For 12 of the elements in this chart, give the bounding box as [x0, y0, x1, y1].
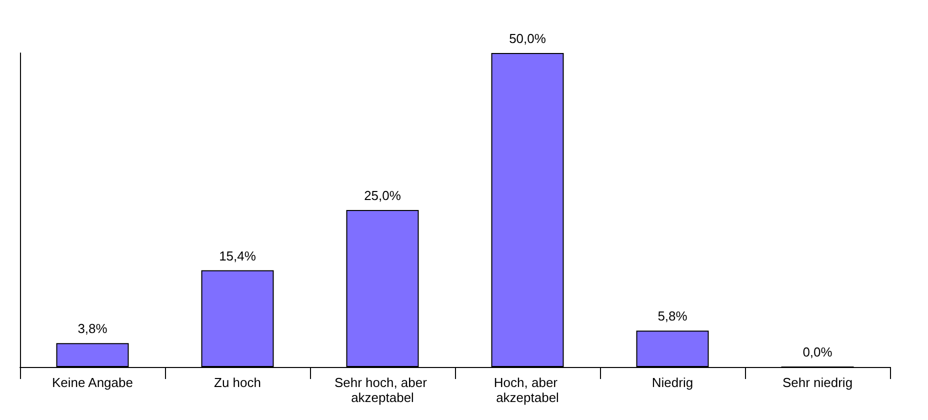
data-label: 5,8% [658, 308, 688, 324]
x-tick-label: Sehr niedrig [782, 375, 853, 390]
x-tick-label: Keine Angabe [52, 375, 133, 390]
x-tick-label: Sehr hoch, aber akzeptabel [334, 375, 431, 405]
data-label: 3,8% [78, 321, 108, 336]
data-label: 25,0% [364, 188, 402, 203]
x-tick-label: Zu hoch [214, 375, 261, 390]
data-label: 0,0% [802, 344, 833, 360]
x-tick-label: Niedrig [652, 375, 694, 390]
data-label: 15,4% [219, 248, 256, 264]
x-tick-label: Hoch, aber akzeptabel [494, 375, 562, 405]
data-label: 50,0% [509, 31, 546, 46]
